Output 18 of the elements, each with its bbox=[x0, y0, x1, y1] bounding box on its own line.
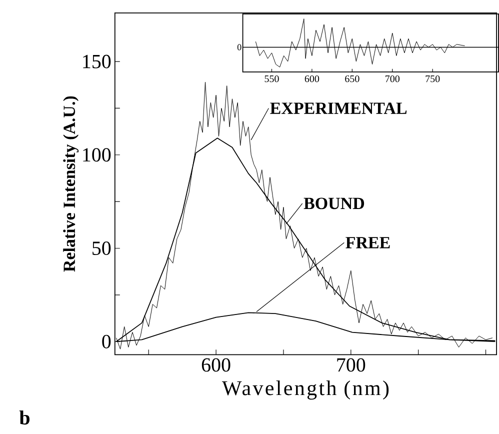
text: b bbox=[19, 410, 30, 425]
y-axis-title: Relative Intensity (A.U.) bbox=[63, 96, 79, 272]
text: FREE bbox=[346, 237, 390, 248]
x-tick-label: 750 bbox=[426, 76, 440, 82]
series-label: EXPERIMENTAL bbox=[270, 102, 407, 114]
x-tick-label: 700 bbox=[337, 358, 366, 372]
x-axis-title: Wavelength (nm) bbox=[222, 380, 389, 400]
x-tick-label: 650 bbox=[345, 76, 360, 82]
y-tick-label: 100 bbox=[83, 148, 111, 162]
legend-label: BOUND bbox=[304, 198, 364, 210]
y-tick-label: 50 bbox=[92, 242, 111, 256]
x-tick-label: 700 bbox=[386, 76, 400, 82]
y-tick-label: 0 bbox=[102, 335, 111, 349]
x-tick-label: 600 bbox=[304, 76, 320, 82]
y-tick-label: 150 bbox=[83, 54, 111, 68]
x-tick-label: 550 bbox=[264, 76, 279, 82]
annotation: 0 bbox=[237, 44, 242, 50]
x-tick-label: 600 bbox=[202, 358, 230, 372]
